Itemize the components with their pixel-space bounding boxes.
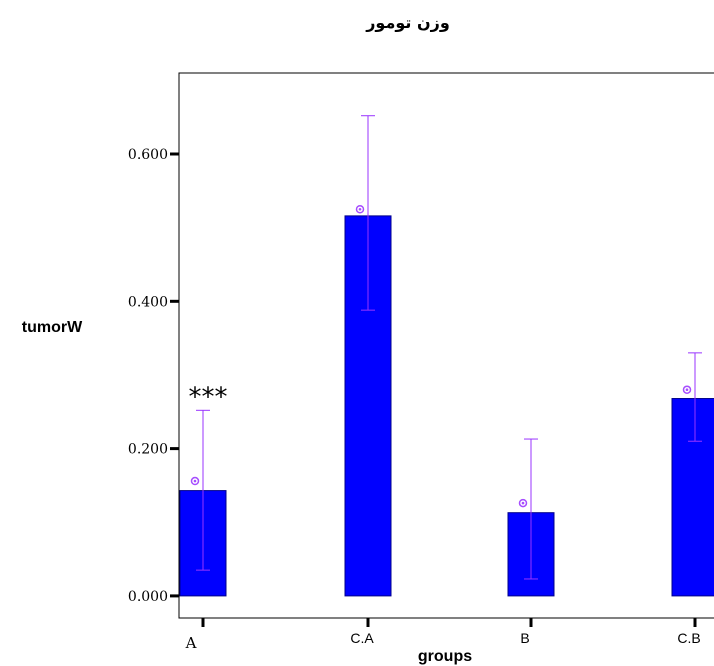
marker-ring [190, 476, 200, 486]
mean-marker [682, 385, 692, 394]
marker-ring [682, 385, 692, 394]
mean-marker [355, 205, 365, 214]
marker-dot [193, 479, 197, 483]
x-axis: A C.A B C.B [185, 618, 701, 652]
y-axis: 0.000 0.200 0.400 0.600 [128, 147, 179, 605]
mean-marker [190, 476, 200, 486]
mean-marker [518, 498, 528, 508]
plot-area-frame [178, 72, 714, 619]
x-tick-label: B [520, 630, 529, 646]
significance-annotation: *** [189, 382, 228, 412]
y-tick-label: 0.600 [128, 147, 168, 163]
marker-ring [518, 498, 528, 508]
bars: *** [179, 115, 714, 597]
x-tick-label: A [185, 634, 197, 652]
x-tick-label: C.A [350, 630, 374, 646]
marker-dot [685, 388, 689, 391]
x-tick-label: C.B [677, 630, 700, 646]
y-tick-label: 0.200 [128, 442, 168, 458]
bar [671, 398, 714, 597]
x-axis-label: groups [418, 648, 472, 665]
marker-dot [521, 501, 525, 505]
y-tick-label: 0.000 [128, 589, 168, 605]
y-tick-label: 0.400 [128, 294, 168, 310]
chart-title: وزن تومور [365, 13, 450, 32]
marker-ring [355, 205, 365, 214]
marker-dot [358, 207, 362, 211]
y-axis-label: tumorW [22, 319, 83, 336]
